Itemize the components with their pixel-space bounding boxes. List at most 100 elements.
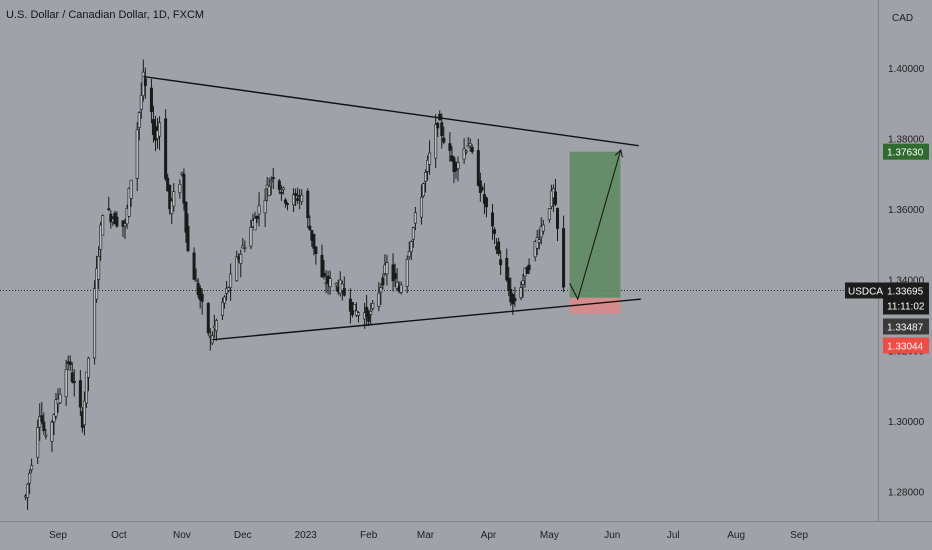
candle: [143, 67, 147, 99]
candle-body: [537, 239, 541, 243]
candle: [497, 237, 501, 256]
candle: [478, 172, 482, 202]
candle-body: [225, 288, 229, 294]
candle-body: [36, 427, 40, 458]
candle: [285, 202, 289, 211]
candle-body: [40, 415, 44, 422]
candle: [462, 138, 466, 164]
candle: [308, 215, 312, 231]
candle: [40, 402, 44, 425]
candle-body: [491, 212, 495, 227]
candle: [172, 183, 176, 212]
candle-body: [438, 113, 442, 121]
x-tick-label: Aug: [727, 530, 745, 541]
candle: [399, 281, 403, 295]
candle-body: [182, 173, 186, 204]
candle-body: [296, 198, 300, 201]
candle: [64, 359, 68, 406]
candle-body: [519, 287, 523, 298]
candle: [95, 255, 99, 303]
candle: [50, 420, 54, 453]
candle-body: [507, 277, 511, 291]
x-tick-label: Feb: [360, 530, 378, 541]
candle-body: [381, 277, 385, 286]
candle: [468, 138, 472, 152]
candle: [123, 218, 127, 240]
candle-body: [78, 380, 82, 408]
x-tick-label: Jun: [604, 530, 620, 541]
candle-body: [314, 246, 318, 254]
target-price-badge-bg: [883, 143, 929, 160]
candle: [519, 281, 523, 301]
candle: [407, 241, 411, 260]
candle: [229, 263, 233, 301]
candle-body: [129, 179, 133, 199]
entry-price-badge-bg: [883, 318, 929, 335]
candle: [434, 114, 438, 169]
candle: [127, 187, 131, 218]
candle-body: [442, 137, 446, 143]
x-tick-label: Dec: [234, 530, 252, 541]
candle: [499, 250, 503, 275]
candle-body: [357, 312, 361, 316]
candle: [28, 469, 32, 495]
candle-body: [70, 372, 74, 383]
candle: [334, 282, 338, 292]
candle-body: [533, 241, 537, 258]
candle: [381, 273, 385, 290]
candle: [97, 246, 101, 290]
candle-body: [253, 217, 257, 231]
candle-body: [168, 184, 172, 210]
candle-body: [419, 196, 423, 218]
candle: [533, 240, 537, 262]
candle-body: [50, 421, 54, 442]
candle: [186, 213, 190, 253]
candle-body: [547, 208, 551, 221]
candle-body: [269, 180, 273, 183]
candle: [300, 189, 304, 205]
candle: [194, 268, 198, 282]
candle: [405, 255, 409, 294]
candle: [391, 253, 395, 292]
candle-body: [58, 393, 62, 404]
candle-body: [484, 197, 488, 208]
candle-body: [214, 320, 218, 332]
candle-body: [172, 191, 176, 207]
candle-body: [164, 118, 168, 180]
candle: [72, 369, 76, 397]
candle-body: [271, 177, 275, 180]
candle-body: [285, 203, 289, 205]
candle: [58, 387, 62, 405]
candle: [294, 188, 298, 207]
candle-body: [424, 171, 428, 182]
candle: [413, 206, 417, 231]
candle: [99, 221, 103, 261]
target-price-badge-text: 1.37630: [887, 148, 924, 159]
candle: [200, 288, 204, 315]
candle: [448, 132, 452, 162]
candle-body: [28, 472, 32, 484]
candle: [109, 210, 113, 229]
candle: [239, 249, 243, 278]
candle-body: [223, 296, 227, 304]
candle-body: [334, 283, 338, 286]
candle-body: [407, 251, 411, 258]
candle-body: [95, 268, 99, 300]
candle: [107, 196, 111, 212]
x-tick-label: 2023: [295, 530, 318, 541]
candle: [547, 208, 551, 223]
candle: [184, 201, 188, 243]
candle: [424, 169, 428, 193]
candle: [42, 412, 46, 435]
candle-body: [476, 150, 480, 186]
candle-body: [377, 292, 381, 307]
candle-body: [434, 124, 438, 159]
candle: [26, 483, 30, 510]
candle-body: [541, 224, 545, 232]
candle: [214, 318, 218, 341]
candle: [456, 156, 460, 182]
candle-body: [371, 302, 375, 309]
